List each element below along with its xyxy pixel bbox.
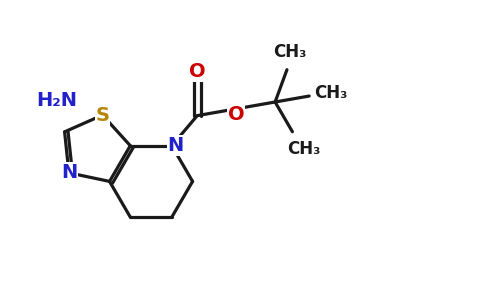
Text: CH₃: CH₃: [314, 84, 348, 102]
Text: N: N: [167, 136, 184, 155]
Text: O: O: [228, 105, 244, 124]
Text: S: S: [95, 106, 109, 124]
Text: H₂N: H₂N: [36, 91, 77, 110]
Text: O: O: [189, 62, 206, 81]
Text: CH₃: CH₃: [287, 140, 321, 158]
Text: CH₃: CH₃: [273, 43, 306, 61]
Text: N: N: [61, 163, 77, 182]
